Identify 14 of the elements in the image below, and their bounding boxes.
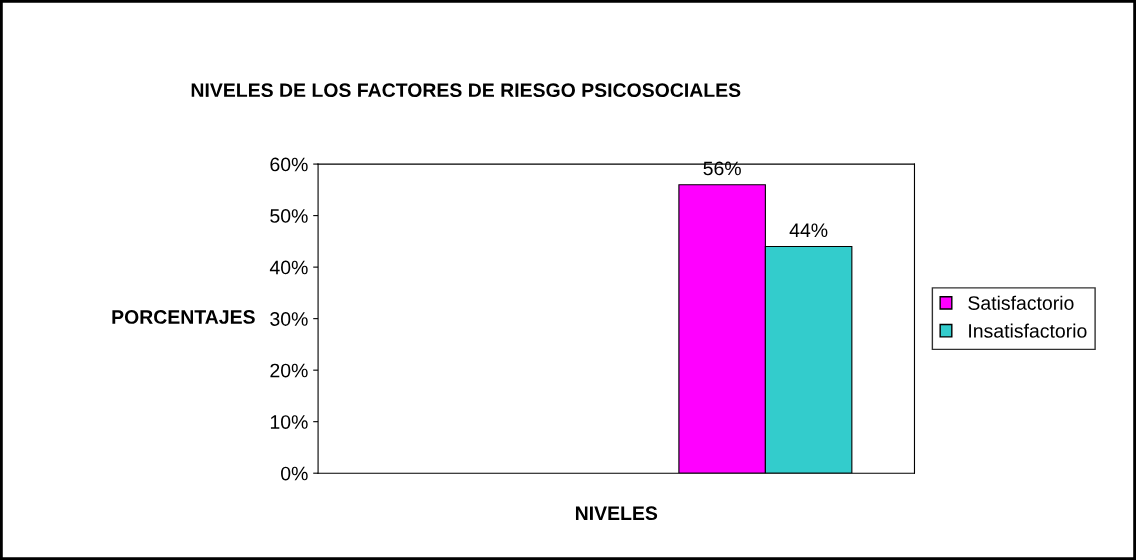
x-axis-title: NIVELES	[575, 506, 658, 521]
chart-title: NIVELES DE LOS FACTORES DE RIESGO PSICOSOCIALES	[191, 83, 741, 98]
y-tick-label: 20%	[270, 363, 308, 378]
y-tick-label: 0%	[281, 466, 308, 481]
legend-label: Satisfactorio	[968, 295, 1074, 310]
data-label: 56%	[703, 161, 741, 176]
data-label: 44%	[789, 223, 828, 238]
y-tick-label: 50%	[270, 209, 308, 223]
y-axis-title: PORCENTAJES	[112, 310, 255, 324]
y-tick-label: 10%	[270, 415, 308, 429]
legend-label: Insatisfactorio	[969, 323, 1087, 338]
y-tick-label: 60%	[270, 157, 308, 172]
y-tick-label: 40%	[269, 260, 308, 275]
y-tick-label: 30%	[270, 312, 308, 326]
